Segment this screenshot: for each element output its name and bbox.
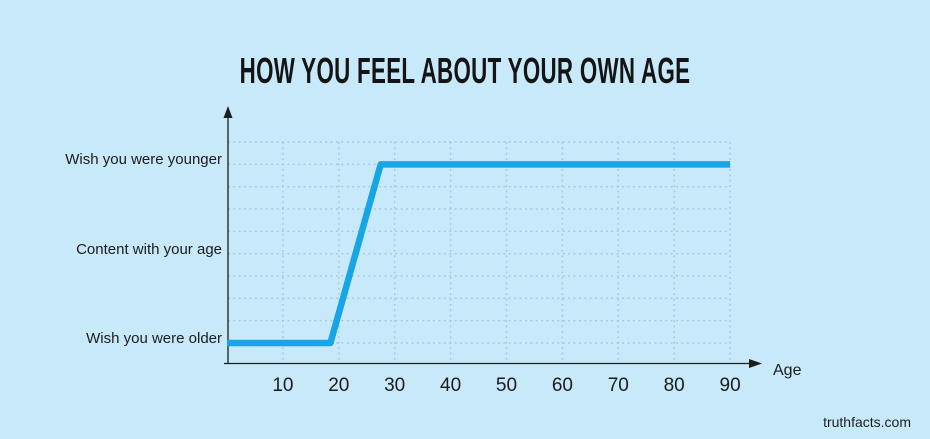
x-tick-label: 90 bbox=[719, 375, 741, 396]
y-category-label: Wish you were younger bbox=[65, 151, 222, 169]
x-tick-label: 10 bbox=[272, 375, 294, 396]
x-tick-label: 80 bbox=[663, 375, 685, 396]
x-tick-label: 70 bbox=[607, 375, 629, 396]
x-tick-label: 30 bbox=[384, 375, 406, 396]
watermark: truthfacts.com bbox=[823, 414, 911, 430]
y-axis-arrow bbox=[223, 106, 233, 118]
data-line bbox=[227, 161, 731, 347]
x-axis-title: Age bbox=[773, 362, 802, 379]
x-axis-arrow bbox=[749, 359, 762, 368]
x-tick-label: 20 bbox=[328, 375, 350, 396]
y-category-label: Wish you were older bbox=[86, 329, 222, 347]
y-category-label: Content with your age bbox=[76, 240, 222, 258]
x-tick-label: 40 bbox=[440, 375, 462, 396]
x-tick-label: 50 bbox=[495, 375, 518, 396]
chart-title: HOW YOU FEEL ABOUT YOUR OWN AGE bbox=[239, 50, 691, 91]
x-tick-label: 60 bbox=[551, 375, 573, 396]
